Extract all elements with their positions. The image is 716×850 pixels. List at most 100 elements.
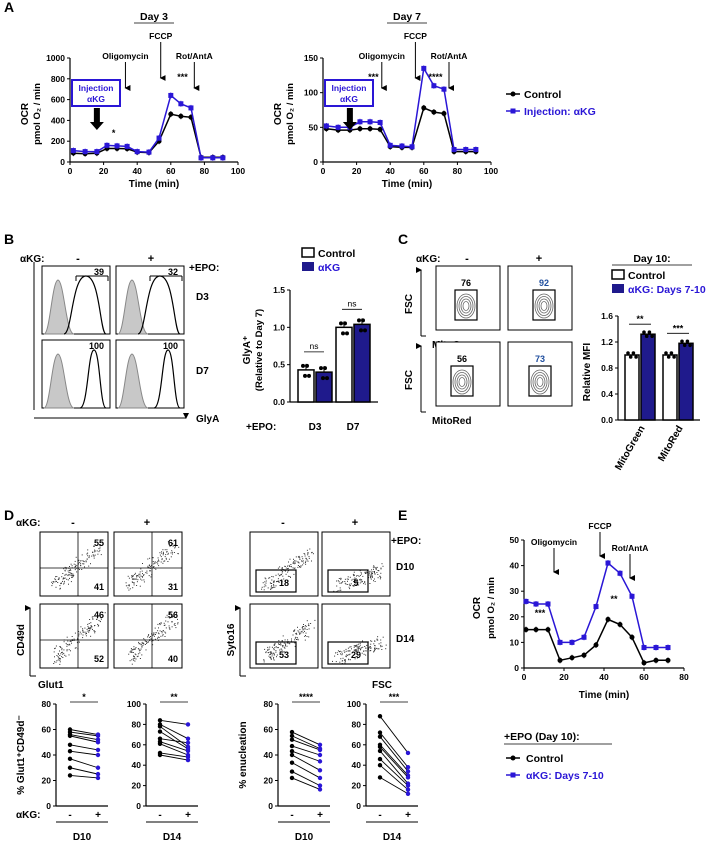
event-dot	[270, 656, 272, 658]
event-dot	[59, 588, 61, 590]
event-dot	[299, 632, 300, 634]
event-dot	[370, 574, 372, 576]
event-dot	[139, 643, 141, 645]
event-dot	[161, 552, 163, 554]
x-tick-label: 60	[166, 166, 176, 176]
event-dot	[88, 555, 90, 557]
event-dot	[302, 558, 304, 560]
event-dot	[157, 630, 159, 632]
event-dot	[340, 658, 342, 660]
event-dot	[160, 561, 162, 563]
event-dot	[61, 576, 63, 578]
event-dot	[362, 646, 364, 648]
panel-letter-d: D	[4, 507, 14, 523]
akg-series-point	[82, 149, 88, 155]
akg-series-point	[473, 147, 479, 153]
event-dot	[177, 553, 179, 554]
panel-c-legend: Control αKG: Days 7-10	[611, 269, 706, 296]
event-dot	[91, 626, 93, 628]
event-dot	[154, 561, 156, 563]
event-dot	[359, 574, 361, 576]
event-dot	[365, 573, 367, 574]
event-dot	[371, 571, 373, 573]
epo-label: +EPO:	[391, 536, 421, 547]
event-dot	[313, 627, 315, 629]
event-dot	[355, 580, 357, 582]
event-dot	[299, 629, 301, 631]
event-dot	[172, 616, 174, 618]
minus-point	[289, 752, 295, 758]
event-dot	[373, 651, 375, 653]
event-dot	[376, 566, 378, 568]
pair-line	[159, 731, 189, 750]
event-dot	[132, 574, 134, 576]
significance-mark: *	[82, 692, 86, 702]
event-dot	[168, 558, 170, 560]
event-dot	[58, 578, 60, 580]
legend-control-marker	[510, 91, 516, 97]
flow-frame	[249, 531, 319, 597]
event-dot	[281, 574, 282, 576]
event-dot	[137, 579, 139, 581]
event-dot	[74, 560, 76, 562]
akg-series-point	[114, 143, 120, 149]
event-dot	[284, 645, 286, 647]
y-tick-label: 80	[42, 699, 52, 709]
control-series-point	[617, 621, 623, 627]
event-dot	[65, 642, 67, 644]
event-dot	[353, 645, 355, 647]
event-dot	[279, 566, 281, 568]
event-dot	[338, 578, 340, 579]
event-dot	[73, 638, 75, 640]
x-tick-label: 0	[522, 672, 527, 682]
event-dot	[57, 582, 59, 583]
event-dot	[53, 581, 55, 583]
event-dot	[368, 572, 370, 574]
y-tick-label: 1.6	[601, 311, 613, 321]
event-dot	[153, 566, 155, 567]
y-tick-label: 40	[352, 760, 362, 770]
event-dot	[295, 636, 297, 638]
control-series-point	[431, 109, 437, 115]
event-dot	[341, 654, 343, 656]
event-dot	[88, 627, 90, 629]
event-dot	[78, 633, 80, 635]
event-dot	[347, 647, 349, 649]
legend-akg-label: αKG: Days 7-10	[628, 284, 706, 296]
event-dot	[288, 642, 290, 644]
event-dot	[271, 655, 273, 657]
event-dot	[61, 647, 63, 649]
event-dot	[162, 562, 164, 564]
event-dot	[376, 638, 378, 640]
event-dot	[140, 568, 142, 570]
significance-mark: **	[610, 594, 618, 604]
histogram-d7-minus: 100	[41, 339, 111, 409]
event-dot	[136, 656, 138, 658]
event-dot	[93, 557, 95, 559]
minus-point	[289, 729, 295, 735]
event-dot	[344, 578, 346, 580]
plus-point	[317, 759, 323, 764]
event-dot	[56, 660, 58, 662]
histogram-d3-plus: 32	[115, 265, 185, 335]
event-dot	[164, 556, 166, 558]
gate-percentage: 100	[163, 341, 178, 351]
cd49d-label: CD49d	[16, 624, 27, 656]
event-dot	[370, 647, 372, 649]
event-dot	[54, 647, 56, 649]
event-dot	[165, 616, 167, 618]
event-dot	[84, 627, 86, 629]
event-dot	[77, 638, 78, 640]
event-dot	[287, 571, 289, 573]
fsc-label: FSC	[372, 680, 392, 691]
day-label: D14	[163, 832, 182, 843]
x-tick-label: 80	[679, 672, 689, 682]
event-dot	[142, 576, 143, 578]
event-dot	[131, 575, 133, 577]
pair-line	[291, 745, 321, 756]
control-series-point	[377, 126, 383, 132]
event-dot	[359, 579, 360, 581]
event-dot	[159, 552, 161, 554]
